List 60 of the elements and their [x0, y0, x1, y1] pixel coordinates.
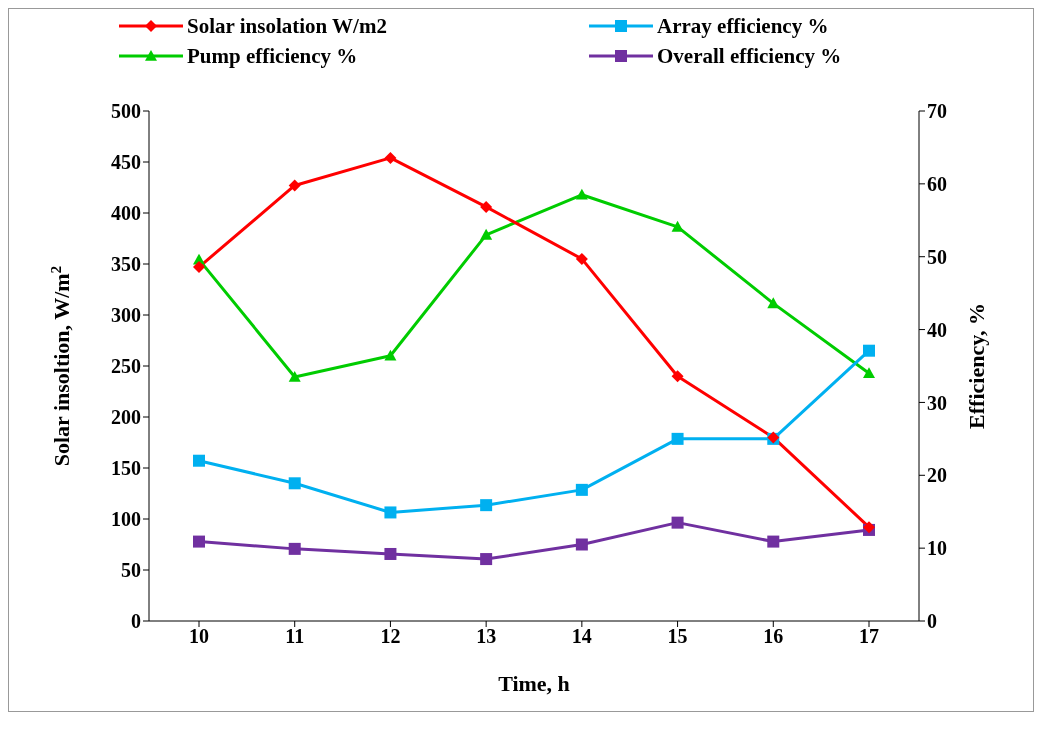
y-tick-label: 50 [121, 559, 141, 582]
point [767, 535, 780, 548]
point [863, 344, 875, 357]
x-tick-label: 14 [571, 625, 592, 648]
point [863, 367, 875, 379]
point [384, 506, 397, 519]
point [480, 200, 493, 213]
x-tick-label: 11 [285, 625, 305, 648]
y2-tick-label: 10 [927, 537, 947, 560]
y2-tick-label: 70 [927, 100, 947, 123]
point [193, 261, 205, 274]
y-tick-label: 200 [111, 406, 141, 429]
y2-tick-label: 40 [927, 318, 947, 341]
x-tick-label: 13 [476, 625, 497, 648]
x-tick-label: 10 [189, 625, 209, 648]
y-tick-label: 400 [111, 202, 141, 225]
point [671, 370, 684, 383]
x-tick-label: 17 [859, 625, 879, 648]
legend-label: Pump efficiency % [187, 43, 358, 69]
point [480, 553, 493, 566]
y2-tick-label: 30 [927, 391, 947, 414]
point [384, 349, 397, 361]
y-tick-label: 100 [111, 508, 141, 531]
point [384, 547, 397, 560]
y-tick-label: 450 [111, 151, 141, 174]
point [288, 179, 301, 192]
point [575, 538, 588, 551]
y-tick-label: 250 [111, 355, 141, 378]
legend-label: Overall efficiency % [657, 43, 842, 69]
point [288, 370, 301, 382]
point [671, 220, 684, 232]
point [480, 228, 493, 240]
x-axis-title: Time, h [498, 671, 570, 696]
y-tick-label: 300 [111, 304, 141, 327]
y2-tick-label: 50 [927, 245, 947, 268]
legend-label: Solar insolation W/m2 [187, 13, 387, 39]
y-tick-label: 0 [131, 610, 141, 633]
y2-axis-title: Efficiency, % [964, 303, 989, 429]
point [384, 151, 397, 164]
x-tick-label: 12 [380, 625, 401, 648]
point [575, 188, 588, 200]
y2-tick-label: 0 [927, 610, 937, 633]
point [575, 483, 588, 496]
y-tick-label: 150 [111, 457, 141, 480]
y-tick-label: 500 [111, 100, 141, 123]
point [671, 432, 684, 445]
y2-tick-label: 20 [927, 464, 947, 487]
point [193, 454, 205, 467]
point [288, 542, 301, 555]
x-tick-label: 16 [763, 625, 784, 648]
y-tick-label: 350 [111, 253, 141, 276]
point [575, 252, 588, 265]
point [288, 477, 301, 490]
y2-tick-label: 60 [927, 172, 947, 195]
point [480, 499, 493, 512]
point [767, 297, 780, 309]
x-tick-label: 15 [667, 625, 688, 648]
point [671, 516, 684, 529]
point [193, 535, 205, 548]
legend-label: Array efficiency % [657, 13, 829, 39]
